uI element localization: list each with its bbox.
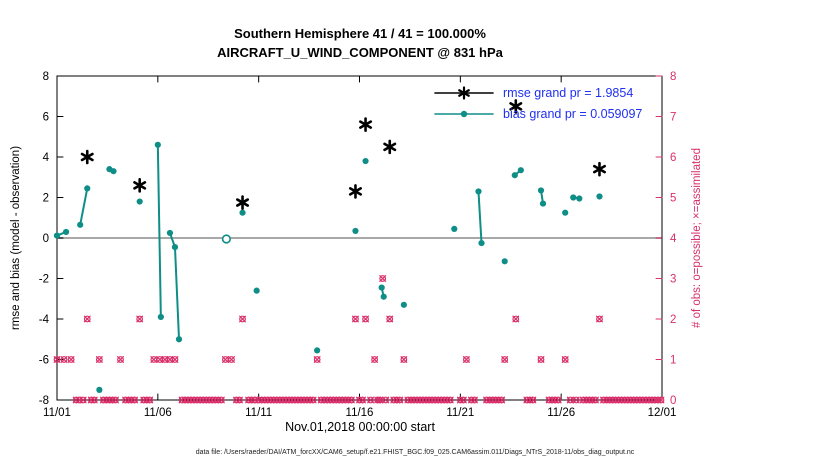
svg-text:6: 6 <box>43 112 49 124</box>
legend-rmse-label: rmse grand pr = 1.9854 <box>503 85 634 100</box>
svg-text:11/01: 11/01 <box>43 407 71 419</box>
chart-title-line1: Southern Hemisphere 41 / 41 = 100.000% <box>234 26 486 41</box>
obs-count-series <box>53 275 665 404</box>
svg-text:12/01: 12/01 <box>648 407 677 419</box>
x-axis-label: Nov.01,2018 00:00:00 start <box>285 420 435 434</box>
svg-text:0: 0 <box>43 233 49 245</box>
data-file-caption: data file: /Users/raeder/DAI/ATM_forcXX/… <box>195 449 635 456</box>
legend-row-rmse: rmse grand pr = 1.9854 <box>433 82 642 103</box>
legend-rmse-sample <box>434 85 494 100</box>
svg-text:2: 2 <box>43 193 49 205</box>
svg-text:11/26: 11/26 <box>547 407 575 419</box>
legend-bias-label: bias grand pr = 0.059097 <box>503 106 643 121</box>
svg-text:5: 5 <box>670 193 676 205</box>
y-axis-label-left: rmse and bias (model - observation) <box>10 145 22 331</box>
svg-text:-8: -8 <box>39 395 49 407</box>
svg-text:11/06: 11/06 <box>144 407 172 419</box>
svg-text:-4: -4 <box>39 314 50 326</box>
svg-text:1: 1 <box>670 355 676 367</box>
svg-text:2: 2 <box>670 314 676 326</box>
svg-text:4: 4 <box>43 152 50 164</box>
chart-title-line2: AIRCRAFT_U_WIND_COMPONENT @ 831 hPa <box>217 45 503 60</box>
svg-text:3: 3 <box>670 274 676 286</box>
svg-text:11/11: 11/11 <box>245 407 272 419</box>
svg-text:4: 4 <box>670 233 677 245</box>
svg-text:8: 8 <box>43 71 49 83</box>
svg-text:11/16: 11/16 <box>346 407 374 419</box>
y-axis-label-right: # of obs: o=possible; ×=assimilated <box>691 148 703 328</box>
svg-text:-2: -2 <box>39 274 49 286</box>
svg-text:6: 6 <box>670 152 676 164</box>
svg-text:11/21: 11/21 <box>446 407 474 419</box>
legend-row-bias: bias grand pr = 0.059097 <box>433 103 642 124</box>
bias-series <box>53 141 603 393</box>
svg-text:-6: -6 <box>39 355 49 367</box>
svg-text:0: 0 <box>670 395 676 407</box>
rmse-series <box>80 99 606 210</box>
svg-text:8: 8 <box>670 71 676 83</box>
legend-bias-sample <box>434 110 494 117</box>
svg-text:7: 7 <box>670 112 676 124</box>
legend: rmse grand pr = 1.9854 bias grand pr = 0… <box>433 82 642 124</box>
